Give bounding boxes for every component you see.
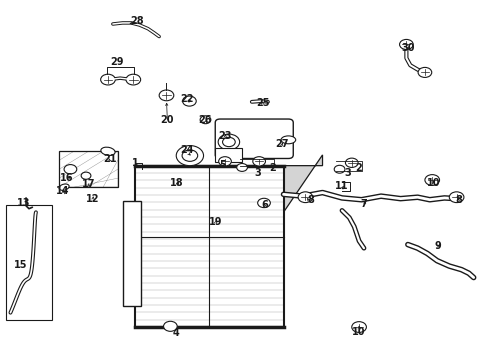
Text: 16: 16 [60, 173, 73, 183]
Circle shape [333, 165, 344, 173]
Circle shape [424, 175, 439, 185]
Text: 23: 23 [218, 131, 231, 141]
Circle shape [252, 157, 265, 166]
Polygon shape [171, 155, 322, 220]
Text: 17: 17 [82, 179, 96, 189]
Circle shape [182, 96, 196, 106]
Text: 13: 13 [17, 198, 30, 208]
Circle shape [64, 165, 77, 174]
Ellipse shape [101, 147, 115, 156]
Circle shape [218, 157, 231, 166]
Circle shape [200, 116, 210, 124]
Text: 6: 6 [261, 200, 268, 210]
Text: 3: 3 [254, 168, 261, 178]
Text: 24: 24 [180, 145, 193, 155]
FancyBboxPatch shape [215, 119, 293, 158]
Text: 14: 14 [56, 186, 70, 197]
Circle shape [163, 321, 177, 331]
Text: 18: 18 [169, 178, 183, 188]
Text: 21: 21 [103, 154, 117, 164]
Bar [215, 148, 242, 162]
Circle shape [351, 321, 366, 332]
Circle shape [345, 158, 357, 167]
Text: 2: 2 [269, 163, 276, 173]
Text: 10: 10 [426, 178, 440, 188]
Circle shape [101, 74, 115, 85]
Text: 27: 27 [274, 139, 288, 149]
Circle shape [417, 67, 431, 77]
Circle shape [257, 198, 270, 208]
Text: 9: 9 [434, 241, 441, 251]
Text: 20: 20 [161, 116, 174, 126]
Text: 7: 7 [360, 199, 366, 209]
Text: 8: 8 [306, 195, 313, 205]
Text: 29: 29 [110, 57, 123, 67]
Circle shape [218, 134, 239, 150]
Text: 30: 30 [401, 43, 414, 53]
Circle shape [298, 192, 312, 203]
Bar [135, 166, 283, 327]
Text: 26: 26 [198, 116, 212, 126]
Text: 12: 12 [86, 194, 100, 204]
Text: 11: 11 [335, 181, 348, 192]
Circle shape [159, 90, 173, 101]
Circle shape [236, 163, 247, 171]
Text: 1: 1 [132, 158, 139, 168]
Bar [59, 151, 118, 187]
Bar [122, 201, 141, 306]
Bar [5, 205, 52, 320]
Text: 3: 3 [344, 168, 350, 178]
Circle shape [126, 74, 141, 85]
Circle shape [399, 40, 412, 49]
Text: 28: 28 [130, 16, 144, 26]
Text: 19: 19 [208, 217, 222, 226]
Text: 22: 22 [180, 94, 193, 104]
Text: 5: 5 [219, 159, 225, 170]
Text: 25: 25 [255, 98, 269, 108]
Ellipse shape [59, 184, 69, 190]
Ellipse shape [281, 136, 295, 144]
Circle shape [176, 145, 203, 166]
Circle shape [182, 150, 197, 161]
Circle shape [81, 172, 91, 179]
Circle shape [222, 137, 235, 147]
Text: 4: 4 [172, 328, 179, 338]
Text: 8: 8 [455, 195, 462, 205]
Text: 2: 2 [354, 163, 361, 173]
Circle shape [448, 192, 463, 203]
Text: 15: 15 [14, 260, 27, 270]
Text: 10: 10 [352, 327, 365, 337]
